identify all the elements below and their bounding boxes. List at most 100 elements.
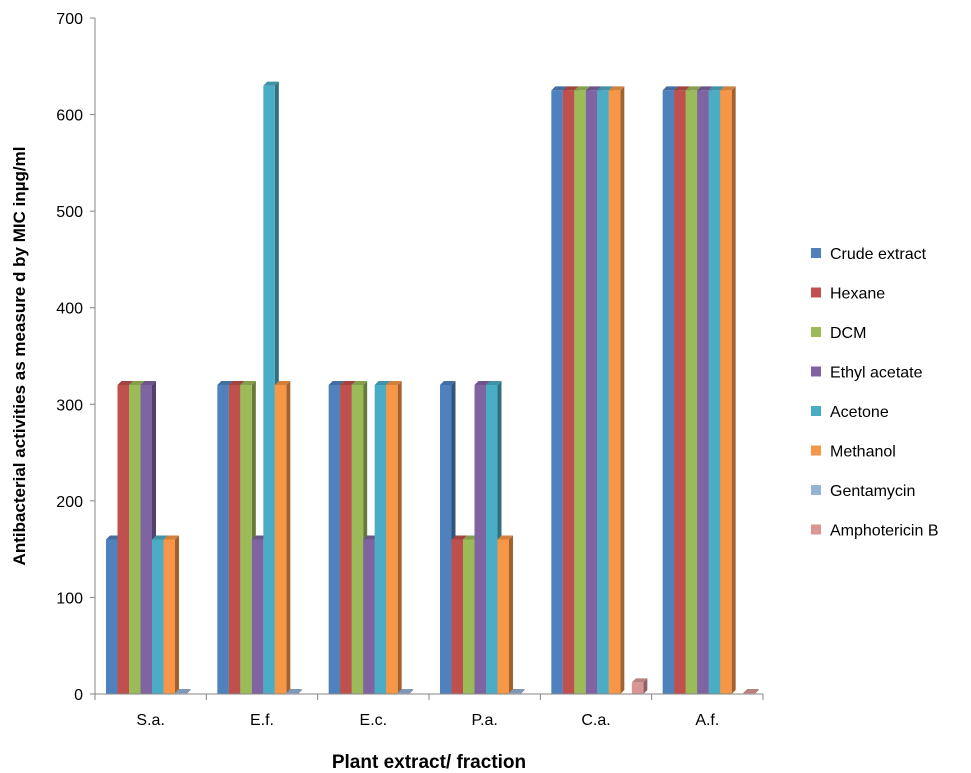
legend: Crude extract Hexane DCM Ethyl acetate Aceto… — [811, 246, 939, 540]
bar-top — [486, 380, 502, 385]
bar-top — [163, 535, 179, 540]
y-tick-label: 200 — [56, 494, 83, 511]
bar-top — [374, 380, 391, 385]
y-tick-label: 100 — [56, 590, 83, 607]
legend-swatch — [811, 485, 821, 495]
legend-swatch — [811, 445, 821, 456]
bar-top — [497, 535, 513, 540]
bar-front — [117, 384, 129, 694]
bar-top — [175, 689, 191, 694]
bar-front — [340, 384, 352, 694]
bar-top — [328, 380, 345, 385]
bar-top — [440, 380, 456, 385]
legend-label: Amphotericin B — [830, 523, 939, 540]
legend-label: Ethyl acetate — [830, 365, 923, 382]
bar-front — [497, 539, 509, 694]
bar-front — [608, 90, 621, 694]
x-tick-label: A.f. — [695, 712, 719, 729]
bar-top — [585, 86, 602, 91]
bar-top — [140, 380, 156, 385]
bar-top — [685, 86, 702, 91]
bar-front — [440, 384, 452, 694]
bar — [720, 86, 736, 694]
bar-side — [643, 678, 648, 694]
x-tick-label: S.a. — [136, 712, 164, 729]
bar-front — [251, 539, 264, 694]
bar-front — [217, 384, 229, 694]
legend-label: Acetone — [830, 404, 889, 421]
bar-front — [685, 90, 698, 694]
legend-swatch — [811, 248, 821, 258]
x-axis-title: Plant extract/ fraction — [332, 752, 526, 773]
legend-label: Hexane — [830, 286, 885, 303]
bar-side — [620, 86, 625, 694]
bar-front — [328, 384, 341, 694]
bar-front — [106, 539, 118, 694]
bar-front — [662, 90, 675, 694]
bar-top — [263, 81, 279, 86]
bar-side — [754, 689, 759, 694]
legend-label: Methanol — [830, 444, 896, 461]
bar-front — [574, 90, 586, 694]
bar-top — [708, 86, 725, 91]
bar-side — [731, 86, 736, 694]
bar-front — [674, 90, 686, 694]
y-tick-label: 0 — [74, 687, 83, 704]
bar-front — [597, 90, 609, 694]
bar-front — [274, 384, 287, 694]
bar — [631, 678, 648, 694]
bar-front — [163, 539, 175, 694]
y-axis-title: Antibacterial activities as measure d by… — [10, 147, 29, 566]
bar-side — [397, 380, 402, 694]
bar-side — [409, 689, 414, 694]
bar-front — [562, 90, 575, 694]
bar-top — [674, 86, 690, 91]
bar-top — [286, 689, 302, 694]
bar-front — [631, 682, 644, 694]
bar-front — [451, 539, 463, 694]
x-tick-label: E.f. — [250, 712, 274, 729]
bar-top — [697, 86, 713, 91]
bar-front — [140, 384, 152, 694]
bar-top — [129, 380, 145, 385]
bar-side — [286, 380, 291, 694]
bar-front — [129, 384, 141, 694]
bar-front — [486, 384, 498, 694]
bar-front — [240, 384, 252, 694]
y-tick-label: 600 — [56, 108, 83, 125]
legend-swatch — [811, 327, 821, 337]
bar-top — [631, 678, 648, 683]
bar — [497, 535, 513, 694]
legend-swatch — [811, 524, 821, 535]
bar-front — [697, 90, 709, 694]
bar-top — [551, 86, 567, 91]
bar-front — [263, 85, 275, 695]
bar — [743, 689, 759, 694]
bar-top — [608, 86, 625, 91]
bar-top — [474, 380, 490, 385]
bar-front — [720, 90, 732, 694]
bar-front — [585, 90, 598, 694]
bar-top — [720, 86, 736, 91]
x-tick-label: E.c. — [360, 712, 388, 729]
bar-side — [520, 689, 525, 694]
bar — [386, 380, 402, 694]
bar — [163, 535, 179, 694]
x-tick-label: C.a. — [581, 712, 610, 729]
bar-top — [228, 380, 245, 385]
bar-front — [351, 384, 364, 694]
bar-top — [509, 689, 525, 694]
x-ticks: S.a. E.f. E.c. P.a. C.a. A.f. — [94, 694, 764, 729]
bar-top — [743, 689, 759, 694]
legend-label: DCM — [830, 325, 866, 342]
bar-front — [551, 90, 563, 694]
bar-top — [240, 380, 256, 385]
bar-side — [186, 689, 191, 694]
legend-swatch — [811, 287, 821, 298]
bar-front — [152, 539, 164, 694]
bar-top — [662, 86, 679, 91]
legend-label: Crude extract — [830, 246, 927, 263]
legend-swatch — [811, 366, 821, 377]
